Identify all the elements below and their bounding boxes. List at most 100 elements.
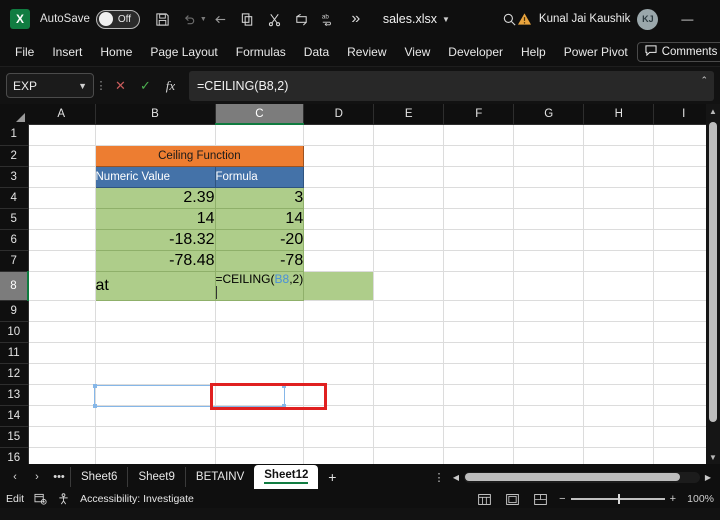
cell-c7[interactable]: -78 [214,249,305,272]
cell-a6[interactable] [28,229,96,251]
all-sheets-icon[interactable]: ••• [53,471,65,483]
autosave-control[interactable]: AutoSave Off [40,9,140,29]
cell-c10[interactable] [215,321,305,343]
row-header-6[interactable]: 6 [0,229,29,251]
cell-g5[interactable] [513,208,585,230]
cell-h6[interactable] [583,229,655,251]
cell-c14[interactable] [215,405,305,427]
vertical-scroll-thumb[interactable] [709,122,717,422]
cell-b2-merged-title[interactable]: Ceiling Function [94,144,305,167]
cell-a8[interactable] [28,271,96,301]
column-header-e[interactable]: E [373,104,445,125]
column-header-a[interactable]: A [28,104,96,125]
cell-d16[interactable] [303,447,375,464]
undo-group[interactable]: ▼ [177,6,207,32]
undo-icon[interactable] [177,6,203,32]
cell-f10[interactable] [443,321,515,343]
cell-a13[interactable] [28,384,96,406]
vertical-scroll-track[interactable] [706,118,720,450]
cell-c9[interactable] [215,300,305,322]
insert-function-icon[interactable]: fx [165,77,176,93]
scroll-down-icon[interactable]: ▼ [709,452,717,462]
cell-a4[interactable] [28,187,96,209]
cell-g11[interactable] [513,342,585,364]
cell-c4[interactable]: 3 [214,186,305,209]
zoom-track[interactable] [570,494,665,504]
name-box[interactable]: EXP ▼ [6,73,94,98]
cell-b12[interactable] [95,363,216,385]
redo-icon[interactable] [208,6,234,32]
cell-d9[interactable] [303,300,375,322]
cell-c12[interactable] [215,363,305,385]
cell-d13[interactable] [303,384,375,406]
name-box-caret-icon[interactable]: ▼ [78,80,87,91]
cell-a2[interactable] [28,145,96,167]
cell-d2[interactable] [303,145,375,167]
accessibility-icon[interactable] [57,493,70,505]
row-header-3[interactable]: 3 [0,166,29,188]
formula-input[interactable]: =CEILING(B8,2) ⌃ [189,70,714,101]
cell-e10[interactable] [373,321,445,343]
sheet-tab-betainv[interactable]: BETAINV [184,467,254,487]
cell-a15[interactable] [28,426,96,448]
cell-d8[interactable] [303,271,375,301]
cell-b5[interactable]: 14 [94,207,216,230]
cell-b4[interactable]: 2.39 [94,186,216,209]
cell-g1[interactable] [513,124,585,146]
cell-i8[interactable] [653,271,715,301]
cell-f8[interactable] [443,271,515,301]
cell-h5[interactable] [583,208,655,230]
cell-i10[interactable] [653,321,715,343]
cell-f7[interactable] [443,250,515,272]
cell-i11[interactable] [653,342,715,364]
horizontal-scroll-thumb[interactable] [465,473,680,481]
cell-f9[interactable] [443,300,515,322]
cell-f14[interactable] [443,405,515,427]
horizontal-scroll-track[interactable] [464,471,700,483]
select-all-corner[interactable] [0,104,28,124]
cell-e9[interactable] [373,300,445,322]
cell-c5[interactable]: 14 [214,207,305,230]
column-header-c[interactable]: C [215,104,305,125]
cell-g3[interactable] [513,166,585,188]
row-header-16[interactable]: 16 [0,447,29,464]
last-sheet-icon[interactable]: › [35,471,39,483]
enter-icon[interactable]: ✓ [140,77,151,93]
cell-d5[interactable] [303,208,375,230]
cell-f1[interactable] [443,124,515,146]
cell-a7[interactable] [28,250,96,272]
collapse-formula-bar-icon[interactable]: ⌃ [700,74,708,85]
tab-review[interactable]: Review [347,45,387,59]
copy-icon[interactable] [235,6,261,32]
cell-c3-header-formula[interactable]: Formula [214,165,305,188]
cell-f11[interactable] [443,342,515,364]
cell-h16[interactable] [583,447,655,464]
accessibility-label[interactable]: Accessibility: Investigate [80,493,194,505]
cell-f15[interactable] [443,426,515,448]
cell-a11[interactable] [28,342,96,364]
cell-g7[interactable] [513,250,585,272]
row-header-9[interactable]: 9 [0,300,29,322]
row-header-15[interactable]: 15 [0,426,29,448]
undo-dropdown-caret-icon[interactable]: ▼ [199,15,207,23]
cell-h4[interactable] [583,187,655,209]
cell-a16[interactable] [28,447,96,464]
cell-f2[interactable] [443,145,515,167]
row-header-14[interactable]: 14 [0,405,29,427]
cancel-icon[interactable]: ✕ [115,77,126,93]
cell-h13[interactable] [583,384,655,406]
cell-h10[interactable] [583,321,655,343]
cell-c6[interactable]: -20 [214,228,305,251]
tab-power-pivot[interactable]: Power Pivot [563,45,628,59]
row-header-7[interactable]: 7 [0,250,29,272]
cell-e11[interactable] [373,342,445,364]
zoom-in-button[interactable]: + [669,493,676,505]
column-header-i[interactable]: I [653,104,715,125]
cell-e7[interactable] [373,250,445,272]
cell-f12[interactable] [443,363,515,385]
cell-e6[interactable] [373,229,445,251]
horizontal-scrollbar[interactable]: ◀ ▶ [448,471,720,483]
cell-b7[interactable]: -78.48 [94,249,216,272]
column-header-h[interactable]: H [583,104,655,125]
avatar[interactable]: KJ [637,8,659,30]
